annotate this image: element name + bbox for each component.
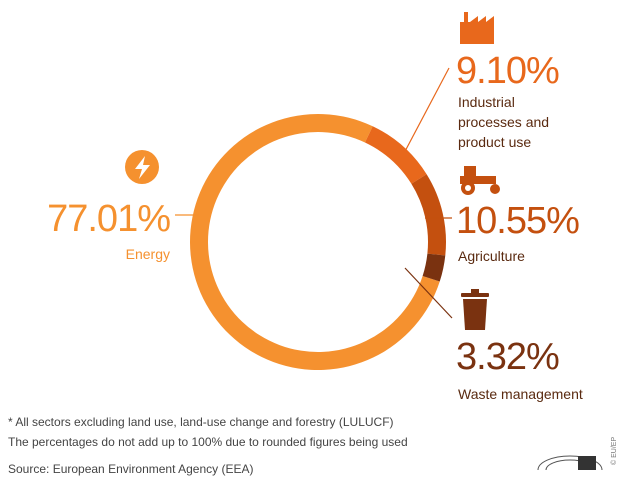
leader-line [404, 267, 453, 319]
donut-segment [411, 174, 446, 256]
credit: © EU/EP [610, 437, 618, 465]
value-label: 10.55% [456, 200, 580, 242]
energy-icon [125, 150, 159, 184]
donut-segment [422, 253, 446, 282]
value-label: 3.32% [456, 336, 560, 378]
category-label: Industrial processes and product use [458, 94, 550, 150]
donut-segment [364, 126, 427, 184]
leader-line [401, 67, 450, 158]
note: The percentages do not add up to 100% du… [8, 435, 408, 449]
tractor-icon [460, 166, 500, 195]
source: Source: European Environment Agency (EEA… [8, 462, 254, 476]
factory-icon [460, 12, 494, 44]
bin-icon [461, 289, 489, 330]
category-label: Waste management [458, 386, 583, 402]
parliament-logo [537, 455, 603, 471]
value-label: 9.10% [456, 50, 560, 92]
note: * All sectors excluding land use, land-u… [8, 415, 394, 429]
value-label: 77.01% [47, 198, 171, 240]
category-label: Energy [125, 246, 170, 262]
category-label: Agriculture [458, 248, 525, 264]
